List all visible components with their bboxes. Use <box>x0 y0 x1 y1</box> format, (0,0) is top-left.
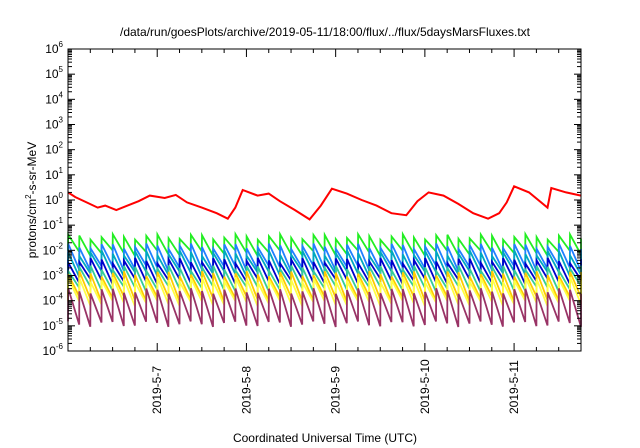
y-tick-base: 10 <box>43 243 57 257</box>
x-tick-label: 2019-5-9 <box>329 366 343 414</box>
y-axis: 10-610-510-410-310-210-11001011021031041… <box>43 40 581 358</box>
y-tick-exp: 0 <box>59 191 64 200</box>
y-tick-exp: -3 <box>56 267 64 276</box>
y-tick-base: 10 <box>45 118 59 132</box>
y-axis-label-suffix: -s-sr-MeV <box>25 142 39 195</box>
y-tick-label: 105 <box>45 65 63 81</box>
y-tick-exp: -5 <box>56 317 64 326</box>
y-tick-label: 10-2 <box>43 241 64 257</box>
series-line <box>67 185 582 221</box>
y-tick-exp: -2 <box>56 241 64 250</box>
y-tick-label: 10-3 <box>43 267 64 283</box>
y-tick-base: 10 <box>45 42 59 56</box>
y-tick-base: 10 <box>43 319 57 333</box>
y-axis-label-sup: 2 <box>24 194 33 199</box>
y-tick-label: 100 <box>45 191 63 207</box>
y-tick-exp: 6 <box>59 40 64 49</box>
y-tick-exp: 4 <box>59 90 64 99</box>
x-tick-label: 2019-5-11 <box>507 360 521 414</box>
y-tick-label: 10-5 <box>43 317 64 333</box>
y-tick-base: 10 <box>45 193 59 207</box>
y-tick-base: 10 <box>43 294 57 308</box>
y-tick-label: 101 <box>45 166 63 182</box>
y-tick-base: 10 <box>43 269 57 283</box>
y-tick-label: 106 <box>45 40 63 56</box>
y-tick-label: 10-1 <box>43 216 64 232</box>
x-axis-label: Coordinated Universal Time (UTC) <box>233 431 417 445</box>
y-tick-exp: 2 <box>59 141 64 150</box>
x-tick-label: 2019-5-7 <box>150 366 164 414</box>
y-tick-exp: 1 <box>59 166 64 175</box>
y-tick-label: 104 <box>45 90 63 106</box>
y-tick-exp: 3 <box>59 116 64 125</box>
series-line <box>67 287 582 328</box>
y-tick-label: 10-6 <box>43 342 64 358</box>
y-tick-base: 10 <box>45 168 59 182</box>
y-axis-label-prefix: protons/cm <box>25 199 39 258</box>
series-layer <box>67 185 582 328</box>
y-tick-exp: 5 <box>59 65 64 74</box>
x-tick-label: 2019-5-10 <box>418 359 432 414</box>
y-tick-base: 10 <box>43 344 57 358</box>
y-tick-label: 102 <box>45 141 63 157</box>
y-tick-label: 103 <box>45 116 63 132</box>
y-tick-exp: -4 <box>56 292 64 301</box>
x-axis: 2019-5-7 2019-5-8 2019-5-9 2019-5-10 2019-5-… <box>89 49 582 414</box>
y-axis-label: protons/cm2-s-sr-MeV <box>24 142 39 258</box>
y-tick-base: 10 <box>45 67 59 81</box>
y-tick-base: 10 <box>43 218 57 232</box>
y-tick-base: 10 <box>45 92 59 106</box>
chart-title: /data/run/goesPlots/archive/2019-05-11/1… <box>120 25 531 39</box>
y-tick-exp: -1 <box>56 216 64 225</box>
y-tick-base: 10 <box>45 143 59 157</box>
y-tick-exp: -6 <box>56 342 64 351</box>
y-tick-label: 10-4 <box>43 292 64 308</box>
x-tick-label: 2019-5-8 <box>239 366 253 414</box>
